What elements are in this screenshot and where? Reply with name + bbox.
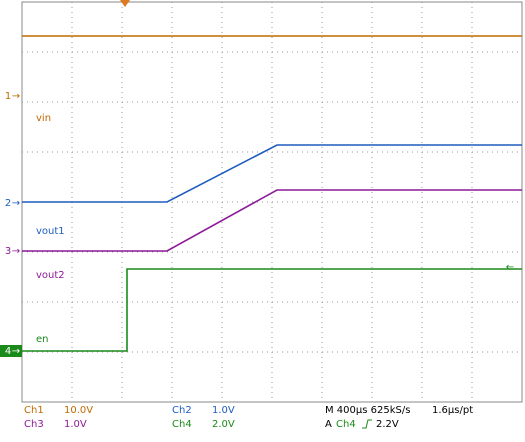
- trigger-level: 2.2V: [376, 419, 399, 430]
- channel-marker-arrow: →: [12, 91, 20, 102]
- trigger-mode: A: [325, 419, 332, 430]
- trigger-edge-icon: [362, 419, 372, 429]
- channel-marker-box: [0, 345, 22, 357]
- channel-name: Ch1: [24, 405, 44, 416]
- channel-marker: 4: [5, 346, 11, 357]
- trace-label: vin: [36, 113, 51, 124]
- trigger-position-marker: [120, 0, 130, 7]
- trace: [22, 268, 522, 352]
- trigger-source: Ch4: [336, 419, 356, 430]
- timebase: M 400µs 625kS/s: [325, 405, 410, 416]
- resolution: 1.6µs/pt: [432, 405, 473, 416]
- channel-scale: 2.0V: [212, 419, 235, 430]
- channel-name: Ch4: [172, 419, 192, 430]
- channel-name: Ch3: [24, 419, 44, 430]
- channel-marker: 3: [5, 246, 11, 257]
- channel-marker: 2: [5, 198, 11, 209]
- channel-name: Ch2: [172, 405, 192, 416]
- channel-scale: 1.0V: [212, 405, 235, 416]
- trace-label: vout1: [36, 226, 65, 237]
- channel-marker-arrow: →: [12, 246, 20, 257]
- trace: [22, 144, 522, 203]
- trace-label: en: [36, 334, 49, 345]
- trigger-level-arrow: ←: [506, 262, 514, 273]
- channel-marker: 1: [5, 91, 11, 102]
- channel-scale: 1.0V: [64, 419, 87, 430]
- channel-marker-arrow: →: [12, 346, 20, 357]
- trace-label: vout2: [36, 270, 65, 281]
- channel-marker-arrow: →: [12, 198, 20, 209]
- trace: [22, 189, 522, 252]
- channel-scale: 10.0V: [64, 405, 93, 416]
